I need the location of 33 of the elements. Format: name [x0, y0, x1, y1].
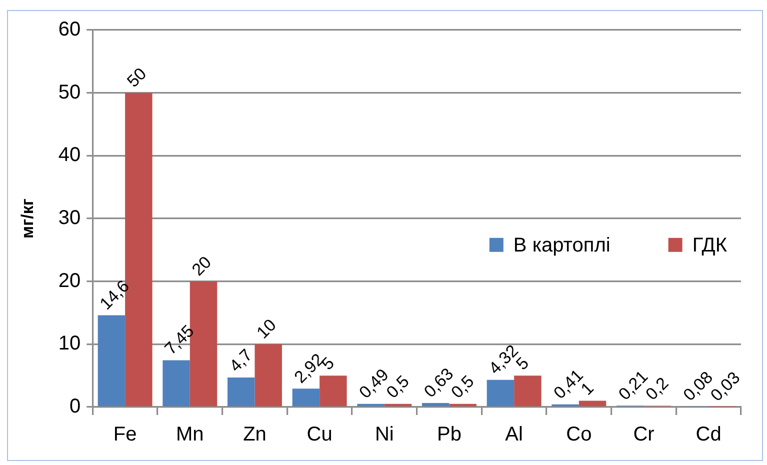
y-tick-label: 30 — [58, 207, 81, 230]
x-tick-label: Mn — [176, 424, 204, 446]
x-tick-label: Ni — [374, 424, 394, 446]
y-tick-label: 60 — [58, 18, 81, 41]
y-tick-label: 40 — [58, 144, 81, 166]
bar — [292, 388, 320, 406]
bar — [254, 344, 282, 406]
bar — [514, 376, 542, 406]
bar — [98, 315, 126, 406]
y-tick-label: 0 — [70, 396, 81, 418]
y-axis-title: мг/кг — [18, 198, 37, 238]
y-tick-label: 50 — [58, 81, 81, 104]
y-tick-label: 10 — [58, 332, 81, 355]
bar — [228, 377, 255, 406]
x-tick-label: Pb — [437, 424, 462, 446]
x-tick-label: Cd — [696, 424, 722, 446]
y-tick-label: 20 — [58, 270, 81, 292]
bar — [162, 360, 190, 406]
x-tick-label: Co — [566, 424, 592, 446]
bar — [578, 400, 606, 406]
data-label: 10 — [253, 315, 280, 342]
data-label: 20 — [188, 252, 216, 280]
legend-label: В картоплі — [513, 234, 610, 256]
x-tick-label: Al — [505, 424, 523, 446]
bar — [422, 403, 450, 406]
x-tick-label: Cu — [306, 424, 332, 446]
legend-label: ГДК — [692, 234, 728, 256]
data-label: 50 — [123, 64, 150, 91]
x-tick-label: Cr — [633, 424, 655, 446]
x-tick-label: Zn — [243, 424, 266, 446]
data-label: 4,7 — [226, 345, 256, 376]
bar — [486, 380, 514, 406]
x-tick-label: Fe — [113, 424, 137, 446]
